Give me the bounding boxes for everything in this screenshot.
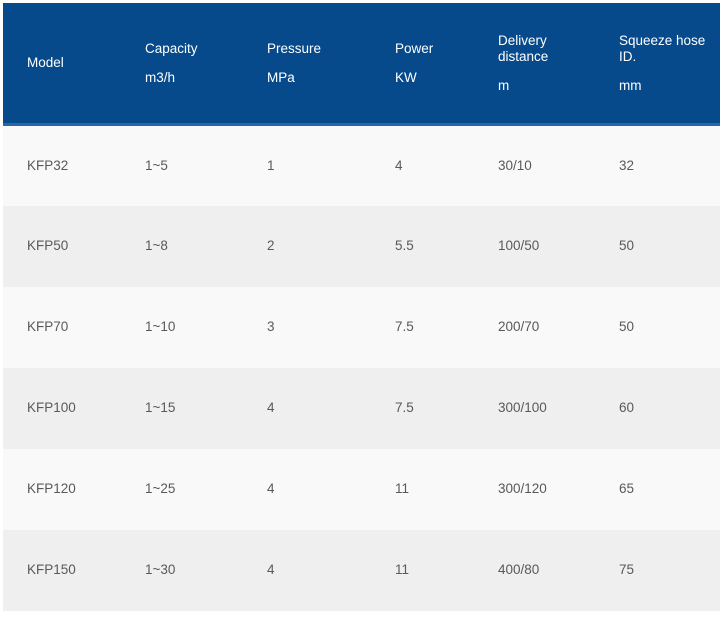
cell-capacity: 1~8	[145, 238, 168, 253]
cell-squeeze-hose-id: 50	[619, 319, 635, 334]
column-unit: KW	[395, 69, 417, 85]
table-row-kfp120: KFP120 1~25 4 11 300/120 65	[3, 448, 720, 530]
column-label: Model	[27, 55, 64, 70]
column-header-pressure: Pressure MPa	[243, 3, 371, 126]
header-row: Model Capacity m3/h Pressure MPa	[3, 3, 720, 126]
cell-capacity: 1~25	[145, 481, 176, 496]
cell-delivery-distance: 30/10	[498, 157, 532, 173]
cell-squeeze-hose-id: 32	[619, 157, 635, 173]
column-label: Squeeze hose ID.	[619, 32, 706, 64]
column-label: Power	[395, 40, 434, 56]
table-header: Model Capacity m3/h Pressure MPa	[3, 3, 720, 126]
cell-power: 11	[395, 562, 410, 577]
cell-power: 5.5	[395, 238, 414, 253]
column-header-capacity: Capacity m3/h	[121, 3, 243, 126]
cell-power: 7.5	[395, 319, 414, 334]
cell-power: 11	[395, 481, 410, 496]
cell-pressure: 4	[267, 481, 275, 496]
cell-squeeze-hose-id: 50	[619, 238, 635, 253]
cell-delivery-distance: 400/80	[498, 562, 540, 577]
cell-capacity: 1~15	[145, 400, 176, 415]
cell-delivery-distance: 200/70	[498, 319, 540, 334]
column-header-delivery-distance: Delivery distance m	[474, 3, 595, 126]
table-row-kfp50: KFP50 1~8 2 5.5 100/50 50	[3, 205, 720, 287]
cell-pressure: 2	[267, 238, 275, 253]
table-row-kfp70: KFP70 1~10 3 7.5 200/70 50	[3, 286, 720, 368]
cell-delivery-distance: 300/120	[498, 481, 547, 496]
column-unit: m3/h	[145, 69, 176, 85]
cell-capacity: 1~30	[145, 562, 176, 577]
cell-model: KFP32	[27, 157, 69, 173]
cell-pressure: 4	[267, 400, 275, 415]
column-header-power: Power KW	[371, 3, 474, 126]
cell-squeeze-hose-id: 60	[619, 400, 635, 415]
column-label: Delivery distance	[498, 32, 549, 64]
cell-model: KFP150	[27, 562, 76, 577]
table-body: KFP32 1~5 1 4 30/10 32 KFP50 1~8 2 5.5 1…	[3, 124, 720, 611]
cell-power: 7.5	[395, 400, 414, 415]
cell-power: 4	[395, 157, 403, 173]
column-header-model: Model	[3, 3, 121, 126]
cell-squeeze-hose-id: 65	[619, 481, 635, 496]
cell-capacity: 1~5	[145, 157, 168, 173]
table-row-kfp32: KFP32 1~5 1 4 30/10 32	[3, 124, 720, 206]
cell-model: KFP70	[27, 319, 69, 334]
column-label: Pressure	[267, 40, 322, 56]
cell-squeeze-hose-id: 75	[619, 562, 635, 577]
cell-pressure: 3	[267, 319, 275, 334]
cell-model: KFP100	[27, 400, 76, 415]
cell-capacity: 1~10	[145, 319, 176, 334]
column-unit: mm	[619, 77, 642, 93]
cell-pressure: 4	[267, 562, 275, 577]
specs-table: Model Capacity m3/h Pressure MPa	[3, 3, 720, 611]
table-row-kfp150: KFP150 1~30 4 11 400/80 75	[3, 529, 720, 611]
cell-delivery-distance: 100/50	[498, 238, 540, 253]
column-header-squeeze-hose-id: Squeeze hose ID. mm	[595, 3, 720, 126]
column-unit: MPa	[267, 69, 295, 85]
cell-delivery-distance: 300/100	[498, 400, 547, 415]
cell-model: KFP120	[27, 481, 76, 496]
cell-model: KFP50	[27, 238, 69, 253]
table-row-kfp100: KFP100 1~15 4 7.5 300/100 60	[3, 367, 720, 449]
cell-pressure: 1	[267, 157, 275, 173]
column-unit: m	[498, 77, 510, 93]
column-label: Capacity	[145, 40, 198, 56]
